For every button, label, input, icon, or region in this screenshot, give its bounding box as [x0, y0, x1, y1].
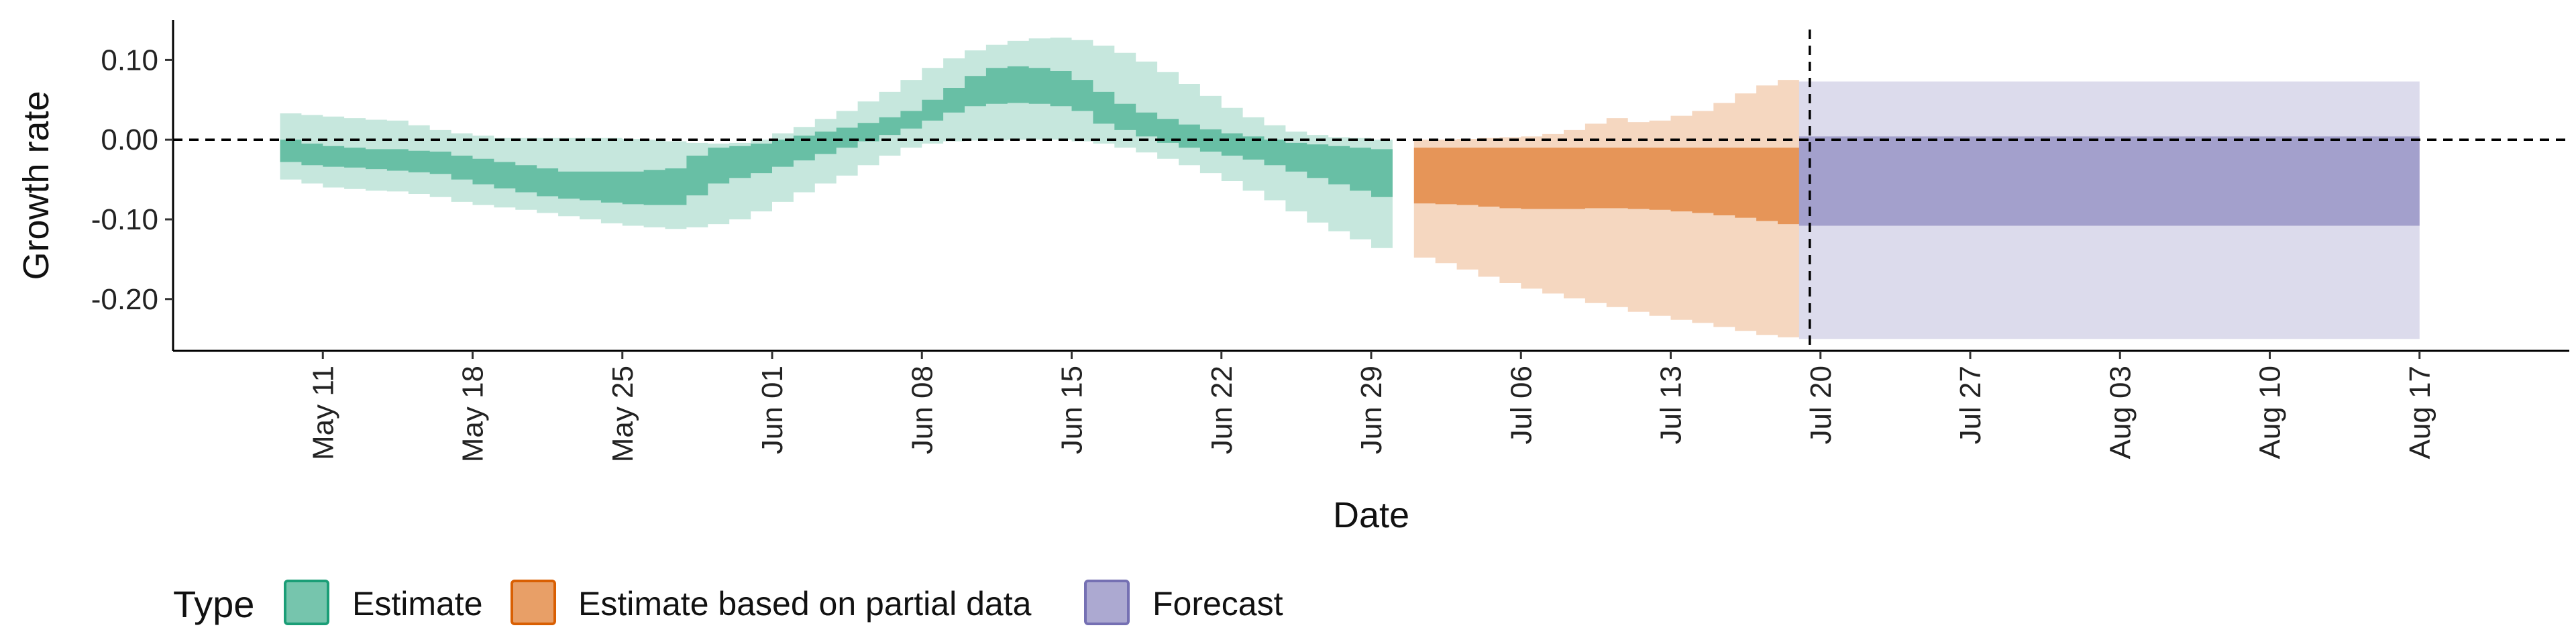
band-50-1: [1413, 148, 1799, 225]
x-tick-label: Aug 10: [2254, 366, 2287, 459]
x-tick-label: May 25: [606, 366, 639, 462]
x-tick-label: Jul 27: [1954, 366, 1987, 444]
x-tick-label: Jun 08: [906, 366, 938, 454]
x-tick-label: Jul 06: [1505, 366, 1538, 444]
x-tick-label: May 18: [457, 366, 490, 462]
legend-key: [284, 580, 329, 625]
y-axis-title: Growth rate: [16, 91, 56, 280]
legend: Type Estimate Estimate based on partial da…: [173, 580, 1283, 625]
x-tick-label: Jun 01: [756, 366, 789, 454]
legend-key: [511, 580, 556, 625]
y-tick-label: -0.20: [91, 283, 158, 316]
bands-layer: [280, 38, 2420, 339]
legend-label: Estimate: [352, 585, 483, 623]
x-tick-label: Jun 22: [1205, 366, 1238, 454]
x-tick-label: Aug 17: [2404, 366, 2436, 459]
legend-item: Estimate based on partial data: [511, 580, 1032, 625]
legend-label: Forecast: [1152, 585, 1283, 623]
band-50-2: [1799, 136, 2420, 226]
legend-key: [1084, 580, 1130, 625]
y-tick-label: -0.10: [91, 203, 158, 236]
x-tick-label: Jun 29: [1355, 366, 1388, 454]
x-axis-title: Date: [1333, 495, 1409, 535]
y-tick-label: 0.10: [101, 44, 158, 76]
x-tick-label: Jun 15: [1056, 366, 1089, 454]
y-tick-label: 0.00: [101, 123, 158, 156]
reference-lines-layer: [173, 30, 2569, 351]
legend-title: Type: [173, 583, 254, 625]
legend-item: Estimate: [284, 580, 483, 625]
x-tick-label: Jul 20: [1805, 366, 1837, 444]
band-50-0: [280, 66, 1393, 205]
legend-item: Forecast: [1084, 580, 1283, 625]
legend-label: Estimate based on partial data: [578, 585, 1032, 623]
x-tick-label: Jul 13: [1655, 366, 1688, 444]
band-90-1: [1413, 80, 1799, 337]
axes-layer: 0.10 0.00 -0.10 -0.20 May 11 May 18 May 25 Jun …: [16, 20, 2569, 535]
x-tick-label: May 11: [307, 366, 339, 460]
x-tick-label: Aug 03: [2104, 366, 2137, 459]
